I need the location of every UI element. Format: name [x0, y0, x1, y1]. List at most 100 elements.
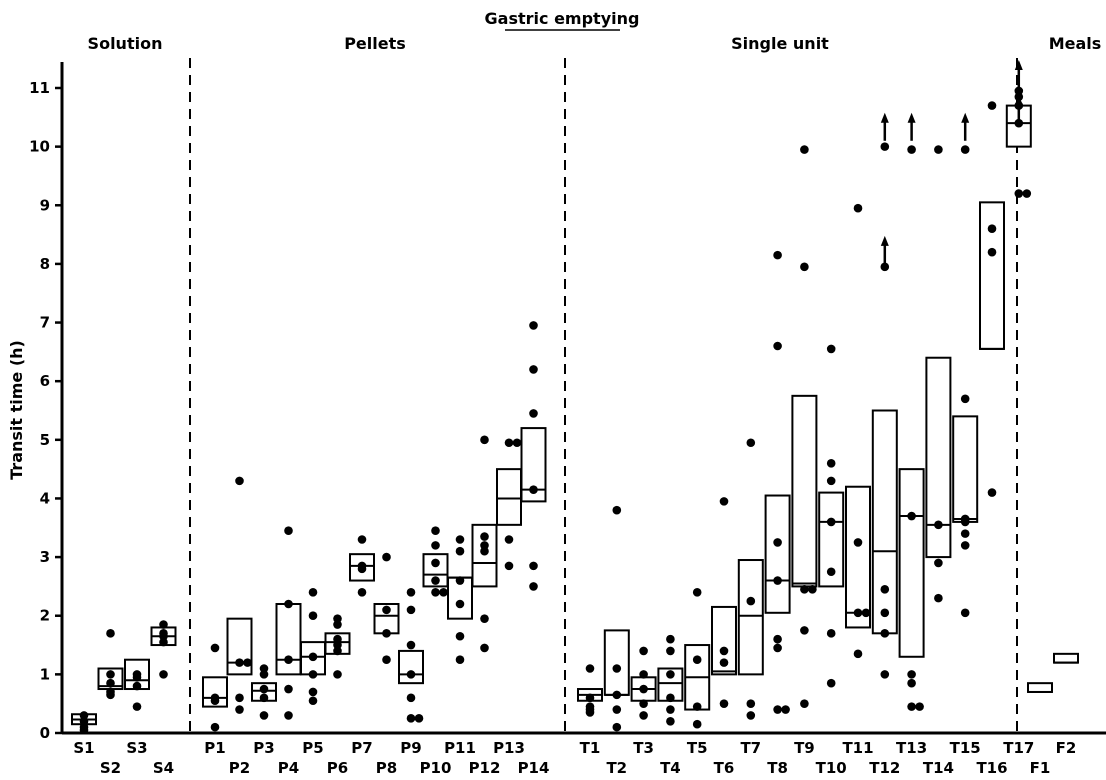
category-label: P14	[518, 759, 550, 777]
data-point	[259, 693, 269, 703]
data-point	[826, 458, 836, 468]
data-point	[808, 585, 817, 594]
data-point	[692, 655, 702, 665]
data-point	[480, 435, 489, 445]
data-point	[132, 681, 142, 691]
data-point	[308, 611, 318, 621]
data-point	[639, 699, 648, 708]
data-point	[880, 262, 890, 272]
data-point	[800, 585, 809, 594]
data-point	[826, 517, 836, 527]
data-point	[639, 670, 648, 679]
data-point	[773, 643, 782, 653]
data-point	[585, 664, 595, 673]
data-point	[235, 476, 244, 486]
category-label: P12	[469, 759, 501, 777]
data-point	[132, 670, 142, 679]
data-point	[692, 587, 702, 597]
category-label: P13	[493, 739, 525, 757]
data-point	[1014, 86, 1024, 96]
data-point	[235, 705, 244, 714]
category-label: T15	[950, 739, 981, 757]
data-point	[719, 699, 729, 708]
y-tick-label: 10	[29, 138, 50, 156]
data-point	[357, 535, 367, 544]
data-point	[480, 614, 489, 623]
data-point	[504, 438, 514, 448]
data-point	[439, 587, 448, 597]
data-point	[960, 541, 970, 550]
data-point	[284, 526, 293, 536]
data-point	[800, 699, 809, 708]
box	[603, 629, 630, 696]
data-point	[235, 693, 244, 703]
arrow-head	[907, 112, 916, 123]
data-point	[1022, 189, 1032, 198]
data-point	[666, 716, 675, 726]
data-point	[853, 608, 863, 618]
section-label: Solution	[88, 34, 163, 53]
y-tick-label: 1	[40, 665, 50, 683]
chart-title: Gastric emptying	[485, 9, 640, 28]
data-point	[719, 646, 729, 656]
data-point	[639, 711, 648, 720]
data-point	[455, 535, 465, 544]
arrow-head	[961, 112, 970, 123]
data-point	[406, 714, 416, 723]
section-labels: Solution Pellets Single unit Meals	[88, 34, 1102, 53]
category-label: P8	[376, 759, 397, 777]
y-tick-label: 6	[40, 372, 50, 390]
data-point	[414, 714, 424, 723]
data-point	[357, 587, 367, 597]
data-point	[826, 344, 836, 354]
box	[275, 603, 302, 676]
category-label: P5	[302, 739, 323, 757]
arrow-head	[1014, 60, 1023, 70]
box	[791, 394, 818, 588]
category-label: S2	[100, 759, 121, 777]
data-point	[880, 608, 890, 618]
data-point	[431, 558, 440, 568]
data-point	[79, 711, 89, 720]
box	[898, 468, 925, 658]
arrow-head	[880, 235, 889, 246]
data-point	[504, 561, 514, 571]
data-point	[406, 605, 416, 615]
data-point	[960, 514, 970, 524]
data-point	[357, 561, 367, 571]
data-point	[210, 722, 220, 732]
data-point	[960, 529, 970, 538]
data-point	[431, 587, 440, 597]
data-point	[853, 203, 863, 213]
category-label: T12	[869, 759, 900, 777]
data-point	[382, 629, 391, 638]
data-point	[781, 705, 790, 714]
y-tick-label: 2	[40, 607, 50, 625]
y-tick-label: 3	[40, 548, 50, 566]
category-label: T16	[976, 759, 1007, 777]
category-label: T2	[606, 759, 627, 777]
box	[496, 468, 522, 526]
data-point	[210, 693, 220, 703]
data-point	[612, 722, 622, 732]
data-point	[612, 664, 622, 673]
data-point	[480, 643, 489, 653]
data-point	[406, 587, 416, 597]
category-label: P1	[204, 739, 225, 757]
data-point	[308, 687, 318, 697]
data-point	[455, 631, 465, 641]
data-point	[382, 552, 391, 562]
data-point	[259, 711, 269, 720]
data-point	[284, 655, 293, 665]
data-point	[880, 670, 890, 679]
category-label: P6	[327, 759, 348, 777]
data-point	[529, 365, 538, 374]
y-tick-label: 5	[40, 431, 50, 449]
data-point	[431, 526, 440, 536]
data-point	[431, 541, 440, 550]
data-point	[907, 702, 916, 711]
category-label: T14	[923, 759, 954, 777]
data-point	[719, 658, 729, 667]
section-label: Pellets	[344, 34, 406, 53]
